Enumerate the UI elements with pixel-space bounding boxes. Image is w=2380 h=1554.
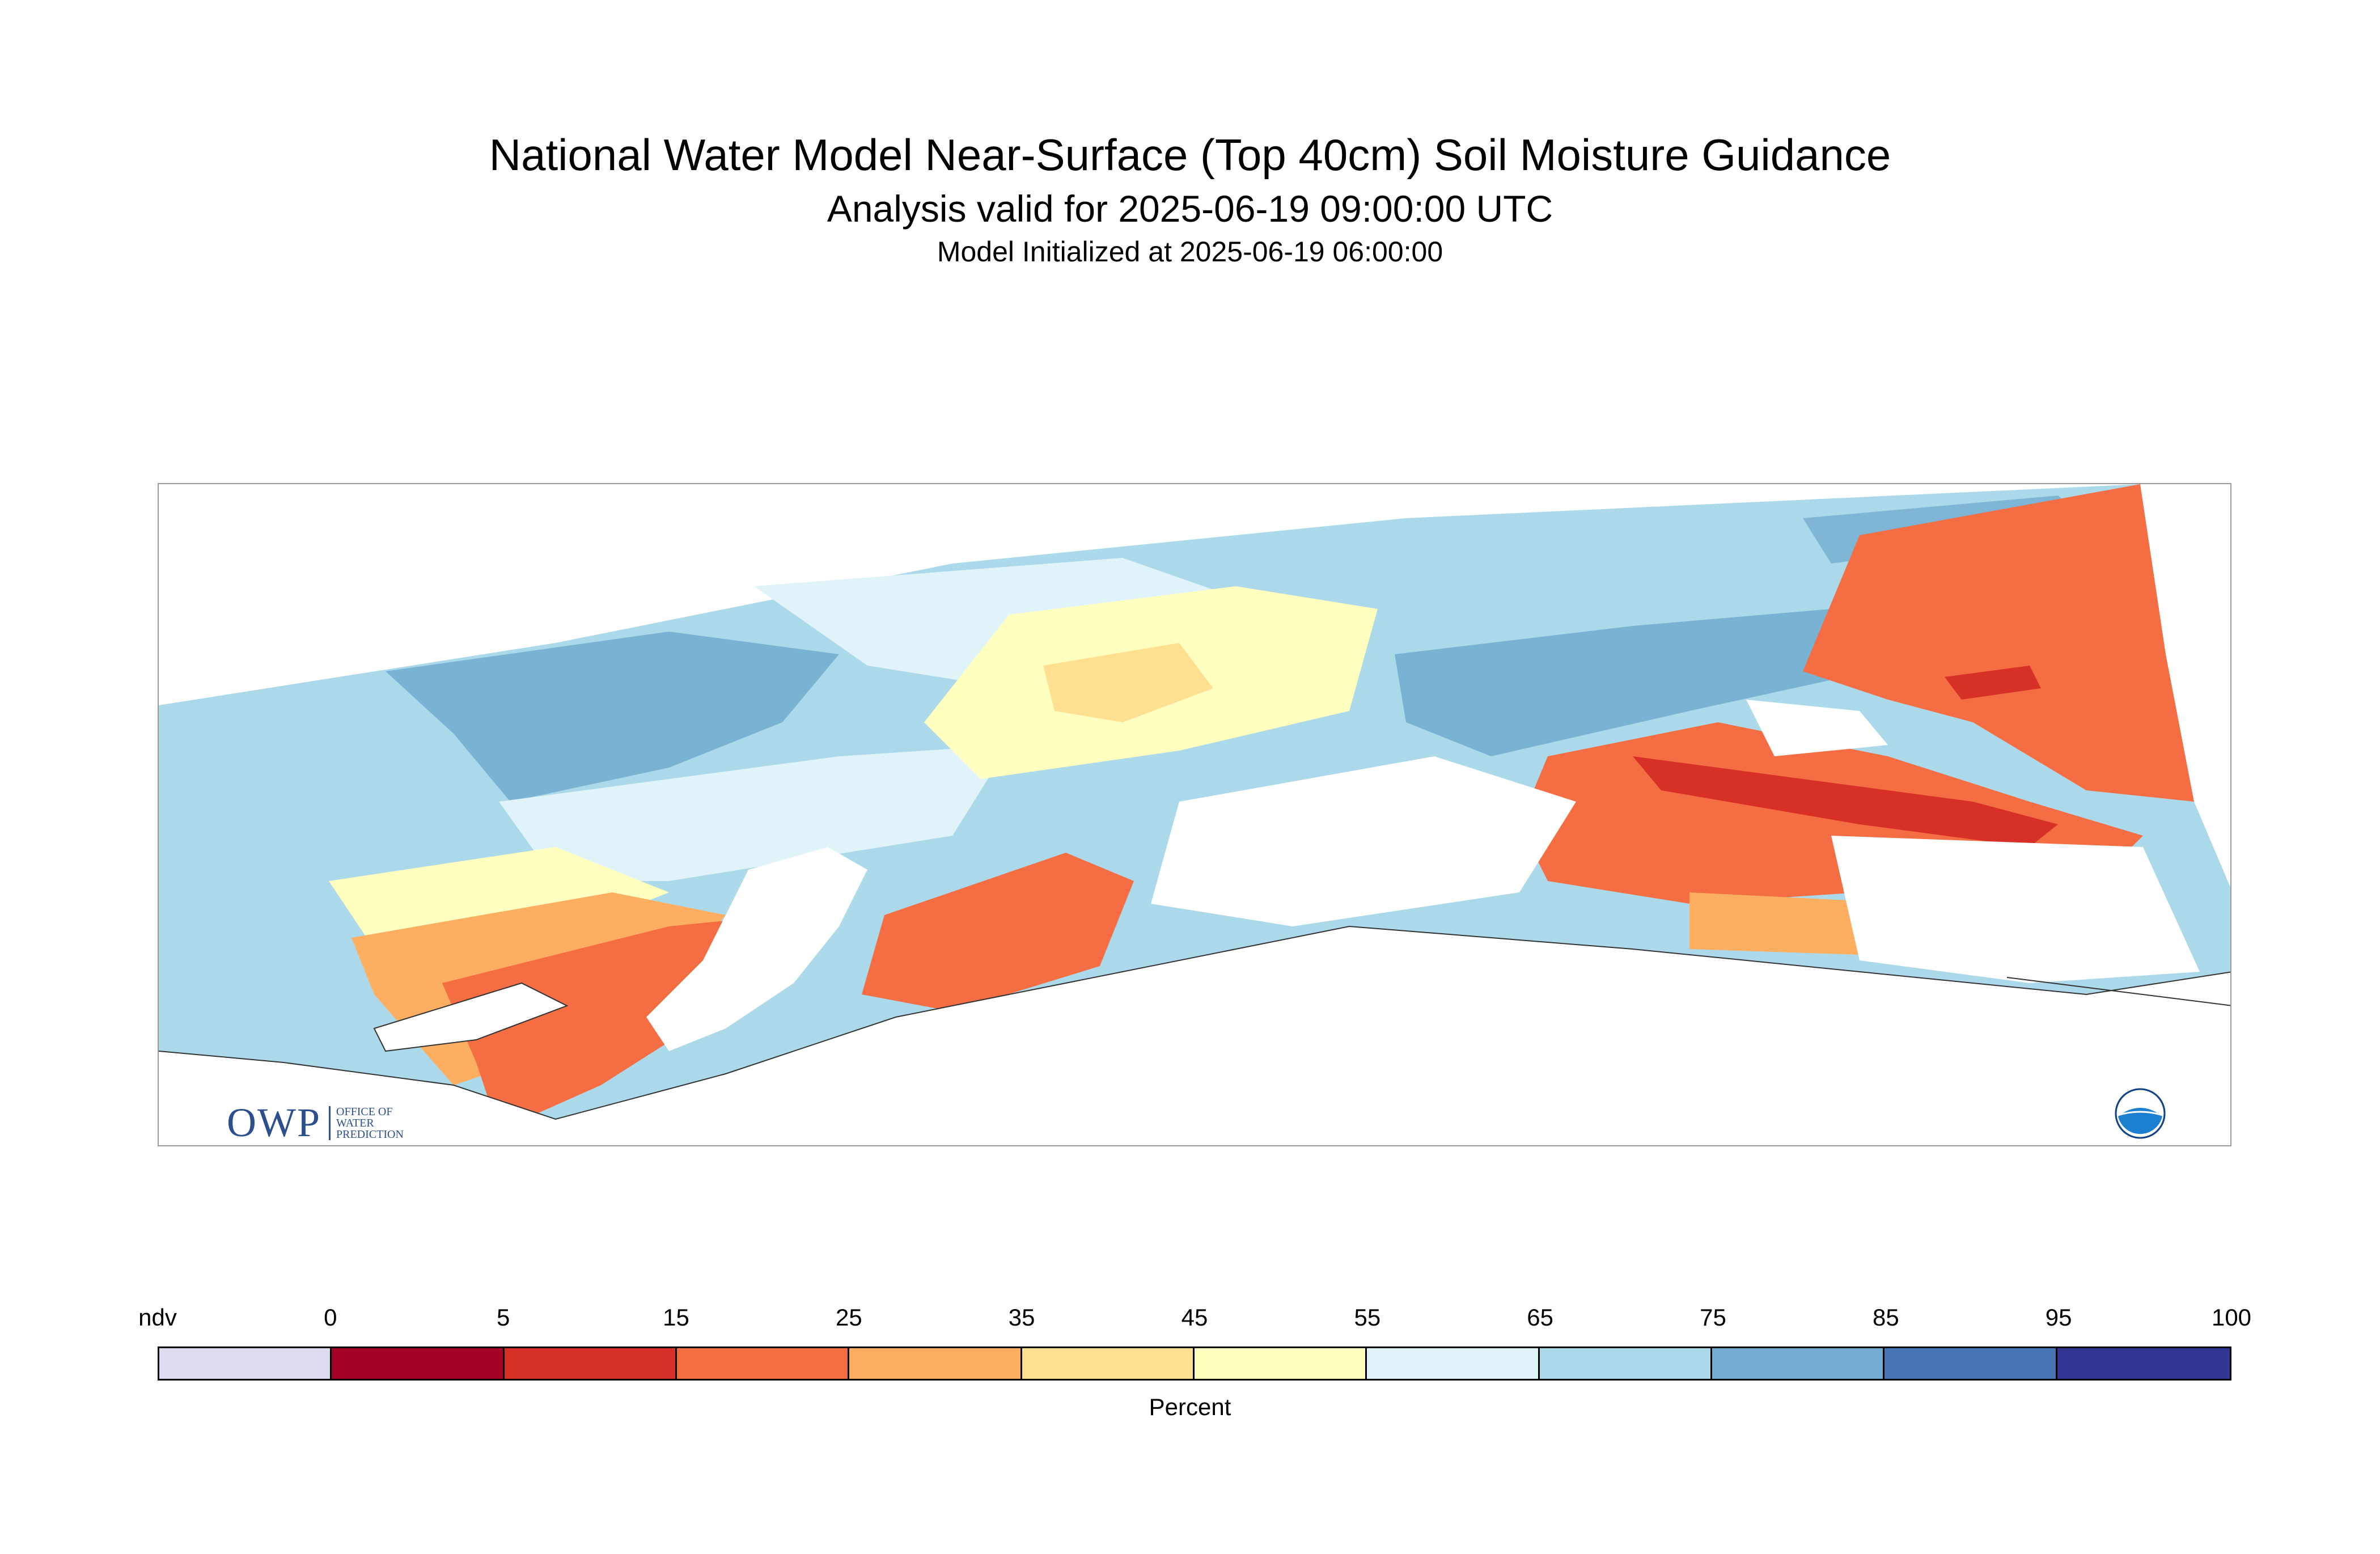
very-dry-streak bbox=[1633, 756, 2058, 847]
noaa-logo-icon bbox=[2115, 1088, 2166, 1139]
legend-tick-label: 25 bbox=[835, 1304, 862, 1331]
legend-swatch bbox=[1194, 1348, 1367, 1379]
legend-swatch bbox=[1712, 1348, 1885, 1379]
coastline bbox=[159, 925, 2230, 1120]
inlet bbox=[374, 983, 567, 1051]
legend-tick-label: 55 bbox=[1354, 1304, 1381, 1331]
inlet bbox=[646, 847, 867, 1051]
ocean bbox=[159, 926, 2230, 1145]
dry-zone bbox=[1803, 484, 2194, 802]
very-dry-streak bbox=[1945, 666, 2041, 700]
legend-tick-label: 95 bbox=[2045, 1304, 2072, 1331]
soil-moisture-map: OWP OFFICE OF WATER PREDICTION bbox=[158, 483, 2231, 1146]
legend-swatch bbox=[504, 1348, 677, 1379]
map-title: National Water Model Near-Surface (Top 4… bbox=[489, 130, 1891, 180]
legend-swatch bbox=[1884, 1348, 2057, 1379]
owp-logo-subtitle: OFFICE OF WATER PREDICTION bbox=[329, 1106, 404, 1140]
owp-logo-letters: OWP bbox=[227, 1100, 321, 1145]
legend-colorbar bbox=[158, 1346, 2231, 1381]
owp-logo-line3: PREDICTION bbox=[336, 1128, 404, 1141]
analysis-valid-time: Analysis valid for 2025-06-19 09:00:00 U… bbox=[827, 188, 1553, 230]
map-canvas bbox=[159, 484, 2230, 1145]
legend-swatch bbox=[849, 1348, 1022, 1379]
dry-zone bbox=[862, 853, 1134, 1011]
owp-logo-line1: OFFICE OF bbox=[336, 1105, 393, 1118]
legend-unit-label: Percent bbox=[1149, 1394, 1231, 1420]
wet-zone bbox=[386, 632, 839, 802]
wet-zone bbox=[1395, 609, 1871, 756]
legend-swatch bbox=[2057, 1348, 2230, 1379]
legend-tick-label: ndv bbox=[138, 1304, 177, 1331]
legend-tick-label: 5 bbox=[496, 1304, 510, 1331]
light-zone bbox=[499, 745, 1009, 881]
no-data-area bbox=[1151, 756, 1576, 926]
legend-tick-label: 75 bbox=[1700, 1304, 1726, 1331]
legend-swatch bbox=[332, 1348, 505, 1379]
legend-swatch bbox=[1022, 1348, 1195, 1379]
owp-logo: OWP OFFICE OF WATER PREDICTION bbox=[227, 1099, 404, 1145]
legend-swatch bbox=[159, 1348, 332, 1379]
legend-swatch bbox=[676, 1348, 850, 1379]
no-data-area bbox=[1831, 836, 2200, 983]
legend-swatch bbox=[1539, 1348, 1712, 1379]
legend-tick-label: 45 bbox=[1181, 1304, 1208, 1331]
legend-tick-label: 65 bbox=[1527, 1304, 1554, 1331]
legend-tick-label: 85 bbox=[1872, 1304, 1899, 1331]
no-data-area bbox=[1746, 700, 1888, 756]
owp-logo-line2: WATER bbox=[336, 1116, 374, 1129]
legend-tick-label: 100 bbox=[2211, 1304, 2252, 1331]
border-line bbox=[2006, 977, 2230, 1006]
coastline bbox=[373, 982, 569, 1052]
moderate-zone bbox=[1043, 643, 1213, 722]
model-init-time: Model Initialized at 2025-06-19 06:00:00 bbox=[937, 236, 1443, 268]
legend-swatch bbox=[1367, 1348, 1540, 1379]
legend-tick-label: 35 bbox=[1008, 1304, 1035, 1331]
legend-tick-label: 15 bbox=[663, 1304, 689, 1331]
legend-tick-label: 0 bbox=[324, 1304, 337, 1331]
